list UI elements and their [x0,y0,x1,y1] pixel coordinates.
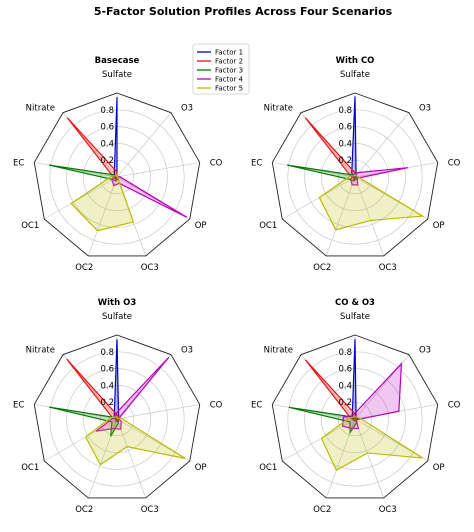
axis-label: Nitrate [26,104,55,114]
axis-label: OC2 [75,505,93,515]
axis-label: OC3 [379,505,397,515]
radial-tick-label: 0.4 [100,381,114,391]
axis-label: OC2 [313,505,331,515]
radar-frame [271,92,439,257]
radial-tick-label: 0.8 [100,348,114,358]
axis-label: EC [251,158,262,168]
axis-label: CO [210,158,223,168]
legend-label: Factor 3 [215,67,243,75]
series-polygon [351,96,359,180]
panel-title: CO & O3 [335,298,375,308]
axis-label: O3 [181,104,193,114]
spoke [87,418,118,499]
spoke [272,162,356,178]
series-polygon [84,415,186,466]
radial-tick-label: 0.8 [338,106,352,116]
axis-label: O3 [419,346,431,356]
radial-tick-label: 0.2 [100,398,114,408]
axis-label: Sulfate [102,70,132,80]
axis-label: OC1 [259,221,277,231]
series-polygon [341,362,403,430]
radar-frame [33,334,201,499]
radial-tick-label: 0.2 [338,156,352,166]
legend-label: Factor 5 [215,85,243,93]
spoke [116,112,172,178]
radial-tick-label: 0.4 [100,139,114,149]
spoke [354,176,385,257]
radar-panel: With O3 0.2 0.4 0.6 0.8 Sulfate O3 CO OP OC3 OC2 OC… [13,298,223,515]
axis-label: EC [251,400,262,410]
radial-tick-label: 0.2 [338,398,352,408]
radar-panel: Basecase 0.2 0.4 0.6 0.8 Sulfate O3 CO OP OC3 OC2 O… [13,56,223,273]
radar-panel: CO & O3 0.2 0.4 0.6 0.8 Sulfate O3 CO OP OC3 OC2 OC… [251,298,461,515]
radar-frame [271,334,439,499]
axis-label: Nitrate [264,346,293,356]
spoke [325,176,356,257]
spoke [116,162,200,178]
axis-label: O3 [181,346,193,356]
axis-label: Sulfate [340,70,370,80]
axis-label: OC2 [75,263,93,273]
radial-tick-label: 0.8 [100,106,114,116]
legend-label: Factor 1 [215,49,243,57]
radar-frame [33,92,201,257]
series-polygon [320,415,423,472]
series-polygon [70,172,135,232]
axis-label: OC1 [21,463,39,473]
radial-tick-label: 0.8 [338,348,352,358]
axis-label: OC2 [313,263,331,273]
axis-label: OC3 [141,505,159,515]
axis-label: EC [13,158,24,168]
axis-label: CO [448,400,461,410]
series-polygon [287,164,358,182]
legend-frame [192,43,250,95]
axis-label: Nitrate [26,346,55,356]
radial-tick-label: 0.6 [100,123,114,133]
axis-label: OC1 [259,463,277,473]
spoke [354,112,410,178]
spoke [354,418,385,499]
axis-label: OC3 [379,263,397,273]
axis-label: Sulfate [340,312,370,322]
radial-tick-label: 0.6 [338,123,352,133]
spoke [116,418,147,499]
radial-tick-label: 0.4 [338,381,352,391]
axis-label: O3 [419,104,431,114]
axis-label: OC3 [141,263,159,273]
axis-label: OP [195,463,207,473]
legend-label: Factor 4 [215,76,244,84]
radar-panel: With CO 0.2 0.4 0.6 0.8 Sulfate O3 CO OP OC3 OC2 OC… [251,56,461,273]
axis-label: Sulfate [102,312,132,322]
axis-label: OP [433,463,445,473]
spoke [116,404,200,420]
radial-tick-label: 0.2 [100,156,114,166]
axis-label: OP [433,221,445,231]
spoke [44,418,118,462]
spoke [44,176,118,220]
axis-label: CO [448,158,461,168]
series-polygon [318,173,425,231]
spoke [34,162,118,178]
figure-title: 5-Factor Solution Profiles Across Four S… [94,5,393,18]
legend-label: Factor 2 [215,58,243,66]
axis-label: OC1 [21,221,39,231]
radial-tick-label: 0.6 [338,365,352,375]
spoke [87,176,118,257]
radial-tick-label: 0.4 [338,139,352,149]
radial-tick-label: 0.6 [100,365,114,375]
axis-label: Nitrate [264,104,293,114]
panel-title: With O3 [98,298,137,308]
panel-title: Basecase [95,56,140,66]
axis-label: EC [13,400,24,410]
spoke [282,176,356,220]
panel-title: With CO [336,56,375,66]
axis-label: OP [195,221,207,231]
spoke [272,404,356,420]
series-polygon [351,339,358,422]
axis-label: CO [210,400,223,410]
